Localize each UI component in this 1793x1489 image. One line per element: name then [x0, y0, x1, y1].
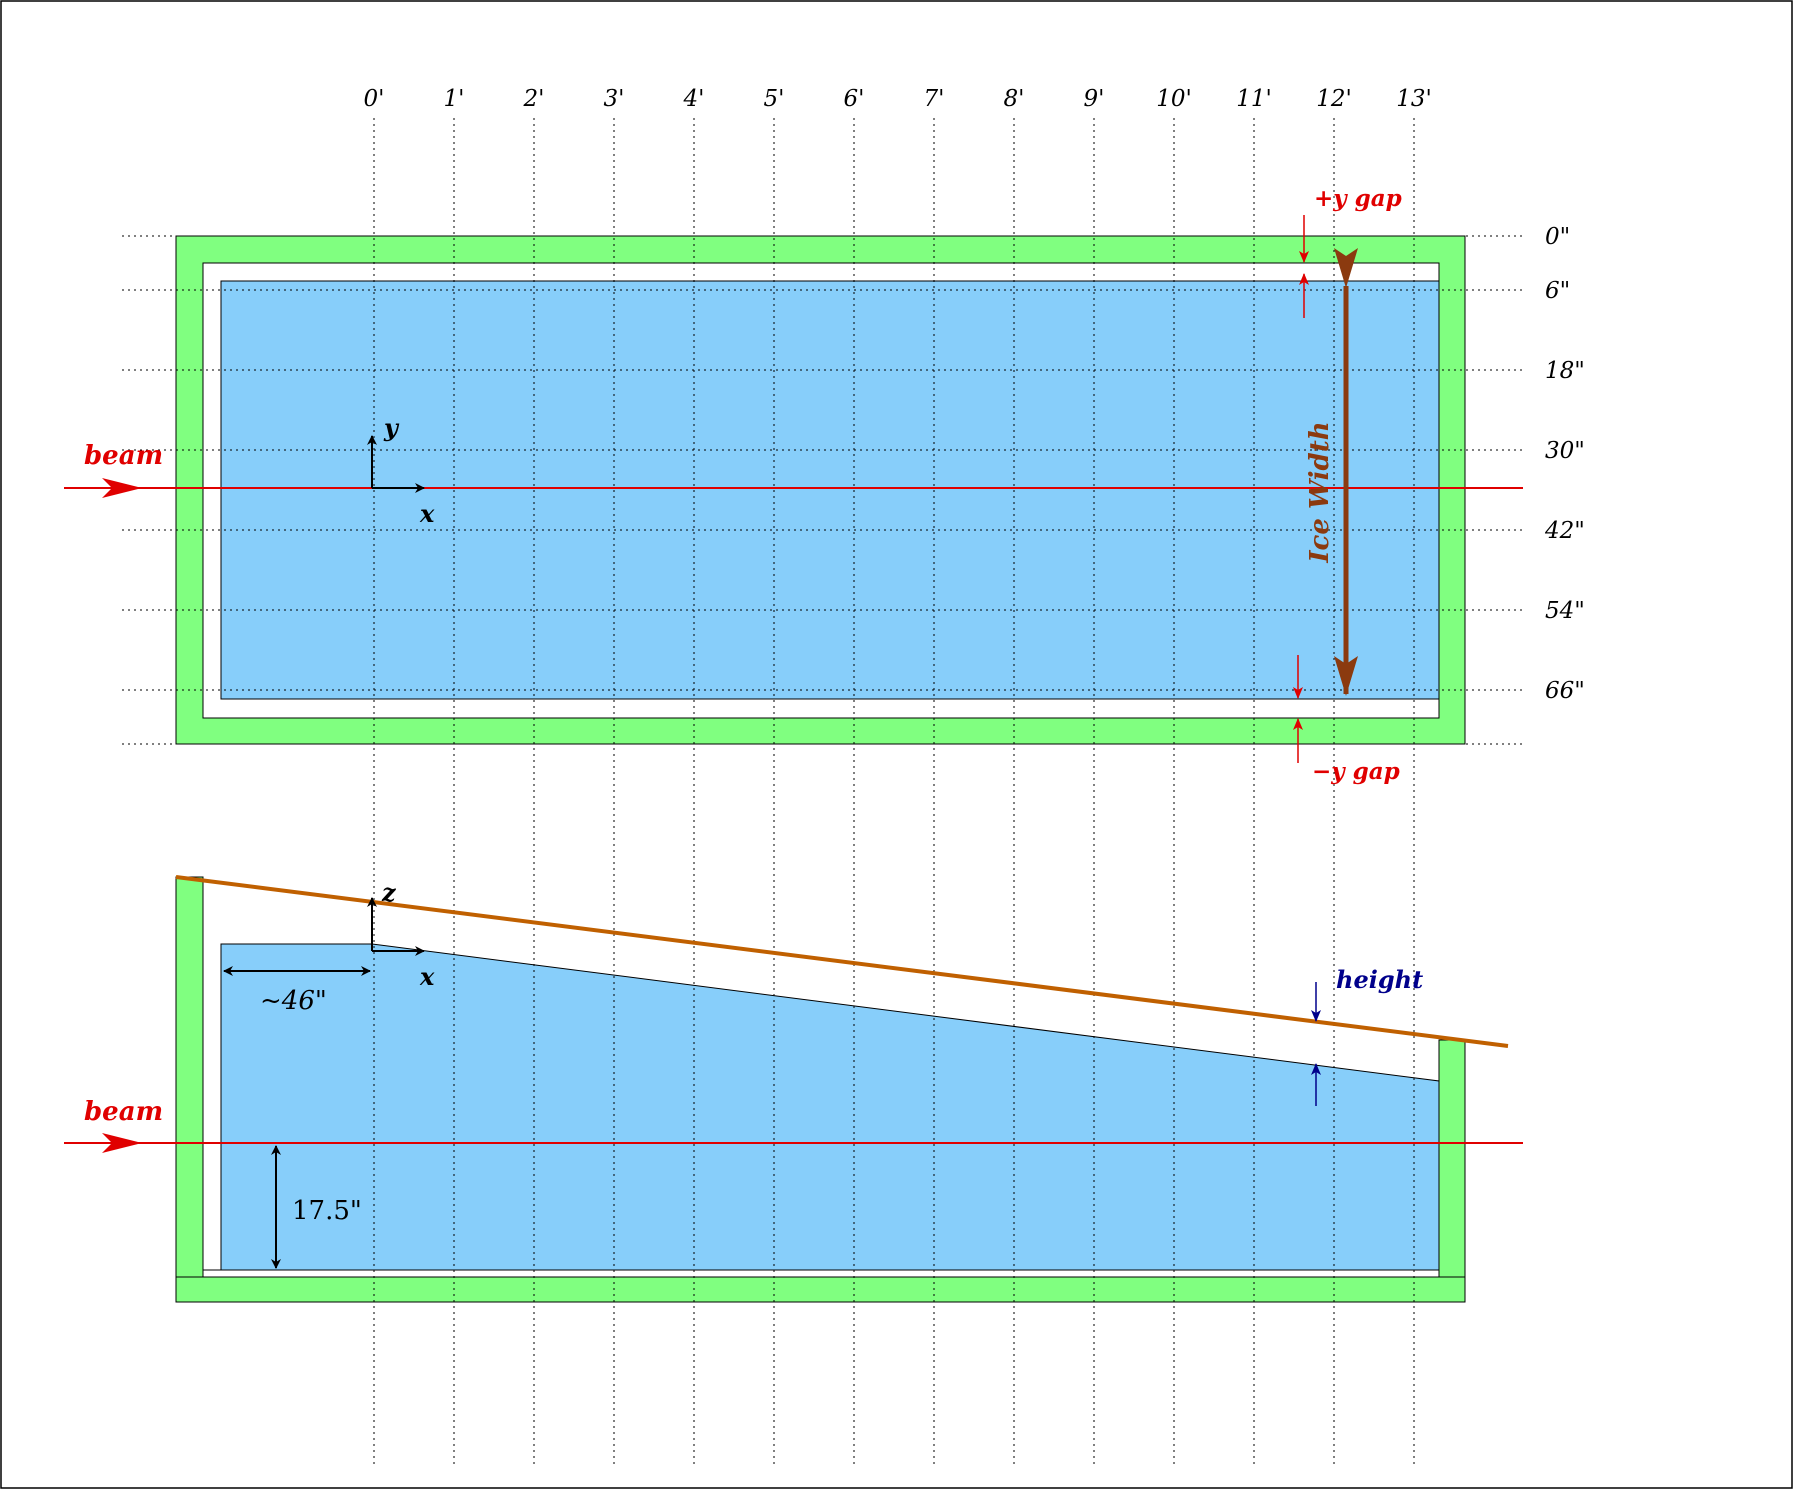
foot-label: 2'	[523, 86, 545, 112]
vertical-grid	[373, 118, 1415, 1466]
beam-height-label: 17.5"	[292, 1196, 362, 1226]
inch-label: 54"	[1545, 598, 1585, 624]
side-z-label: z	[381, 878, 397, 907]
side-view	[175, 876, 1466, 1303]
inch-label: 66"	[1545, 678, 1585, 704]
top-y-label: y	[383, 413, 400, 442]
foot-label: 12'	[1316, 86, 1352, 112]
inch-label: 18"	[1545, 358, 1585, 384]
foot-label: 3'	[604, 86, 625, 112]
side-wall-left	[175, 876, 204, 1278]
foot-label: 5'	[764, 86, 785, 112]
side-beam-label: beam	[84, 1097, 163, 1127]
offset-label: ~46"	[260, 986, 327, 1016]
inch-label: 42"	[1544, 518, 1585, 544]
top-view	[175, 235, 1466, 745]
inch-label: 0"	[1545, 224, 1570, 250]
foot-label: 7'	[924, 86, 945, 112]
foot-label: 11'	[1236, 86, 1272, 112]
foot-label: 4'	[683, 86, 705, 112]
side-wall-right	[1438, 1039, 1466, 1278]
ice-width-label: Ice Width	[1305, 421, 1335, 563]
top-x-label: x	[419, 499, 435, 528]
foot-label: 10'	[1156, 86, 1192, 112]
inch-scale: 0" 6" 18" 30" 42" 54" 66"	[1544, 224, 1585, 704]
foot-label: 8'	[1004, 86, 1025, 112]
side-ice-body	[220, 943, 1440, 1271]
side-x-label: x	[419, 962, 435, 991]
top-beam-label: beam	[84, 441, 163, 471]
minus-gap-label: −y gap	[1312, 758, 1400, 785]
foot-scale: 0' 1' 2' 3' 4' 5' 6' 7' 8' 9' 10' 11' 12' 13'	[364, 86, 1432, 112]
foot-label: 1'	[444, 86, 465, 112]
foot-label: 6'	[844, 86, 865, 112]
inch-label: 30"	[1545, 438, 1585, 464]
plus-gap-label: +y gap	[1314, 185, 1402, 212]
foot-label: 9'	[1084, 86, 1105, 112]
side-wall-bottom	[175, 1276, 1466, 1303]
inch-label: 6"	[1545, 278, 1570, 304]
foot-label: 13'	[1396, 86, 1432, 112]
foot-label: 0'	[364, 86, 385, 112]
top-ice-sheet	[220, 280, 1440, 700]
height-label: height	[1336, 965, 1423, 994]
side-slope-line	[175, 875, 1509, 1048]
